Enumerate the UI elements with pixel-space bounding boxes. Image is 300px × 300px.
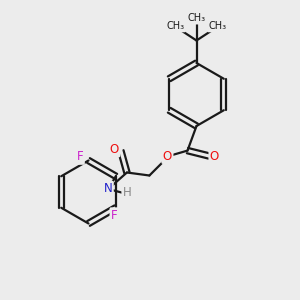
- Text: O: O: [110, 143, 119, 156]
- Text: H: H: [123, 186, 132, 199]
- Text: CH₃: CH₃: [167, 21, 184, 31]
- Text: O: O: [210, 149, 219, 163]
- Text: O: O: [163, 149, 172, 163]
- Text: F: F: [111, 209, 118, 222]
- Text: F: F: [77, 150, 83, 164]
- Text: N: N: [103, 182, 112, 195]
- Text: CH₃: CH₃: [188, 13, 206, 23]
- Text: CH₃: CH₃: [208, 21, 226, 31]
